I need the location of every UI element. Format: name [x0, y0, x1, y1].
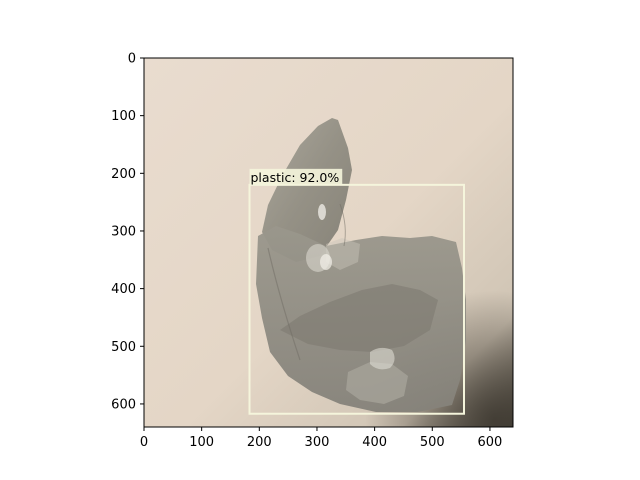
detection-box [248, 183, 465, 415]
x-axis-ticks: 0 100 200 300 400 500 600 [140, 427, 502, 450]
x-tick-label: 200 [247, 435, 272, 450]
x-tick-label: 500 [420, 435, 445, 450]
y-tick-label: 100 [111, 109, 136, 124]
detection-overlay: plastic: 92.0% [248, 168, 465, 415]
axes-frame [143, 57, 514, 428]
detection-label: plastic: 92.0% [251, 170, 340, 185]
y-tick-label: 600 [111, 397, 136, 412]
plastic-bag [256, 118, 466, 412]
y-axis-ticks: 0 100 200 300 400 500 600 [111, 52, 144, 412]
y-tick-label: 400 [111, 282, 136, 297]
y-tick-label: 200 [111, 167, 136, 182]
x-tick-label: 0 [140, 435, 148, 450]
x-tick-label: 100 [189, 435, 214, 450]
y-tick-label: 500 [111, 340, 136, 355]
x-tick-label: 400 [362, 435, 387, 450]
x-tick-label: 300 [305, 435, 330, 450]
y-tick-label: 300 [111, 224, 136, 239]
y-tick-label: 0 [128, 52, 136, 67]
x-tick-label: 600 [478, 435, 503, 450]
detection-label-background [249, 168, 343, 185]
photo [144, 58, 513, 427]
